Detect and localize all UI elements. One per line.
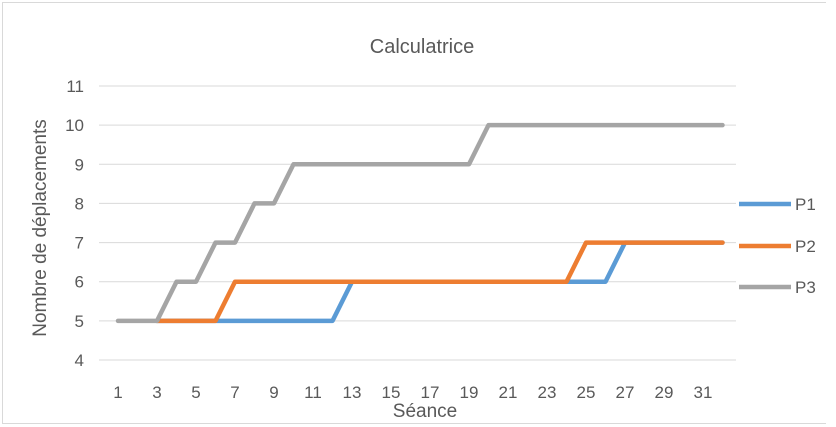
y-tick-labels: 4 5 6 7 8 9 10 11 <box>65 77 84 370</box>
x-tick-label: 27 <box>616 383 635 402</box>
legend: P1 P2 P3 <box>739 195 816 297</box>
x-tick-label: 29 <box>655 383 674 402</box>
x-tick-label: 13 <box>343 383 362 402</box>
x-tick-label: 3 <box>152 383 161 402</box>
x-tick-label: 21 <box>499 383 518 402</box>
y-axis-label: Nombre de déplacements <box>30 119 51 337</box>
series-line-p3 <box>115 122 725 324</box>
series-line-p2 <box>154 240 725 324</box>
y-tick-label: 8 <box>75 194 84 213</box>
x-tick-label: 23 <box>538 383 557 402</box>
x-tick-label: 15 <box>382 383 401 402</box>
y-tick-label: 9 <box>75 155 84 174</box>
x-tick-label: 1 <box>113 383 122 402</box>
series-lines <box>115 122 725 324</box>
x-tick-label: 5 <box>191 383 200 402</box>
x-tick-label: 11 <box>304 383 322 402</box>
y-tick-label: 10 <box>65 116 84 135</box>
y-tick-label: 7 <box>75 234 84 253</box>
legend-label-p1: P1 <box>795 195 816 214</box>
y-tick-label: 5 <box>75 312 84 331</box>
legend-label-p2: P2 <box>795 237 816 256</box>
y-tick-label: 6 <box>75 273 84 292</box>
legend-label-p3: P3 <box>795 278 816 297</box>
y-tick-label: 11 <box>66 77 84 96</box>
x-tick-label: 9 <box>269 383 278 402</box>
x-tick-label: 25 <box>577 383 596 402</box>
y-tick-label: 4 <box>75 351 84 370</box>
x-tick-labels: 1 3 5 7 9 11 13 15 17 19 21 23 25 27 29 31 <box>113 383 712 402</box>
x-tick-label: 7 <box>230 383 239 402</box>
chart-frame <box>2 2 826 424</box>
x-tick-label: 19 <box>460 383 479 402</box>
x-tick-label: 31 <box>694 383 713 402</box>
chart-title: Calculatrice <box>370 36 474 58</box>
x-axis-label: Séance <box>393 401 457 422</box>
x-tick-label: 17 <box>421 383 440 402</box>
